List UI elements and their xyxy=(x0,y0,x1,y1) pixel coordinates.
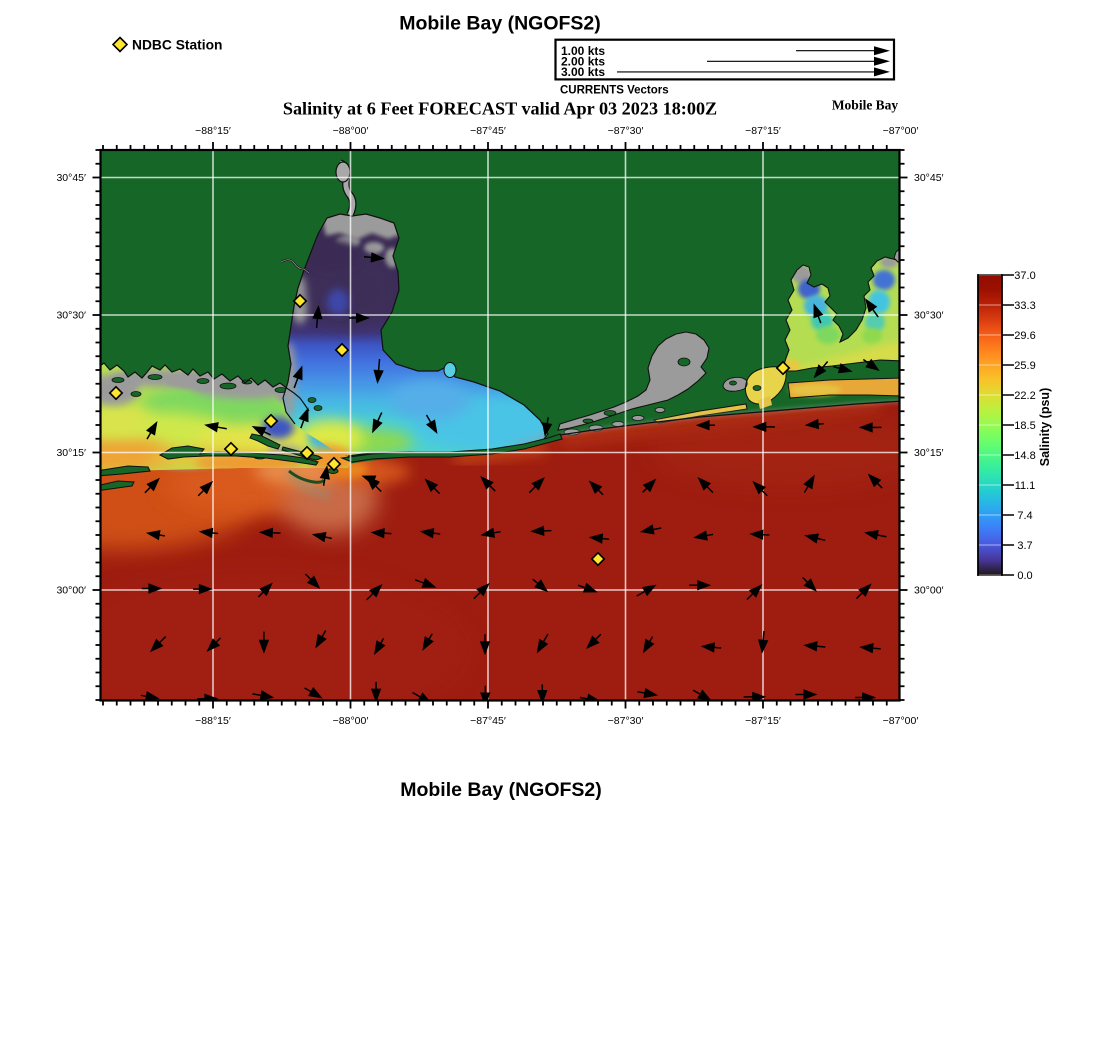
svg-text:Mobile Bay: Mobile Bay xyxy=(832,98,899,113)
svg-text:30°30′: 30°30′ xyxy=(914,310,944,322)
svg-text:CURRENTS Vectors: CURRENTS Vectors xyxy=(560,85,669,97)
svg-text:37.0: 37.0 xyxy=(1014,270,1035,282)
svg-text:−88°15′: −88°15′ xyxy=(195,715,231,727)
svg-text:Salinity (psu): Salinity (psu) xyxy=(1038,388,1052,466)
svg-text:11.1: 11.1 xyxy=(1015,480,1036,492)
svg-text:22.2: 22.2 xyxy=(1014,390,1035,402)
svg-text:3.00 kts: 3.00 kts xyxy=(561,65,605,79)
svg-text:30°15′: 30°15′ xyxy=(56,447,86,459)
svg-text:−87°15′: −87°15′ xyxy=(745,125,781,137)
svg-text:Mobile Bay (NGOFS2): Mobile Bay (NGOFS2) xyxy=(400,779,602,801)
svg-text:−87°15′: −87°15′ xyxy=(745,715,781,727)
svg-text:NDBC Station: NDBC Station xyxy=(132,38,222,53)
svg-text:−87°30′: −87°30′ xyxy=(608,715,644,727)
svg-text:−88°15′: −88°15′ xyxy=(195,125,231,137)
svg-text:25.9: 25.9 xyxy=(1014,360,1035,372)
svg-text:30°30′: 30°30′ xyxy=(56,310,86,322)
svg-text:−88°00′: −88°00′ xyxy=(333,125,369,137)
svg-text:30°00′: 30°00′ xyxy=(914,585,944,597)
svg-text:−87°00′: −87°00′ xyxy=(883,715,919,727)
svg-text:7.4: 7.4 xyxy=(1017,510,1032,522)
svg-text:−87°00′: −87°00′ xyxy=(883,125,919,137)
svg-text:30°45′: 30°45′ xyxy=(56,172,86,184)
svg-text:29.6: 29.6 xyxy=(1014,330,1035,342)
svg-text:33.3: 33.3 xyxy=(1014,300,1035,312)
svg-text:30°15′: 30°15′ xyxy=(914,447,944,459)
svg-text:−87°45′: −87°45′ xyxy=(470,715,506,727)
svg-text:−87°45′: −87°45′ xyxy=(470,125,506,137)
svg-text:−88°00′: −88°00′ xyxy=(333,715,369,727)
svg-text:14.8: 14.8 xyxy=(1014,450,1035,462)
svg-text:18.5: 18.5 xyxy=(1014,420,1035,432)
svg-text:3.7: 3.7 xyxy=(1017,540,1032,552)
svg-text:Mobile Bay (NGOFS2): Mobile Bay (NGOFS2) xyxy=(399,13,601,35)
svg-text:−87°30′: −87°30′ xyxy=(608,125,644,137)
svg-text:0.0: 0.0 xyxy=(1017,570,1032,582)
svg-text:30°45′: 30°45′ xyxy=(914,172,944,184)
svg-text:Salinity at 6 Feet FORECAST va: Salinity at 6 Feet FORECAST valid Apr 03… xyxy=(283,99,717,119)
svg-text:30°00′: 30°00′ xyxy=(56,585,86,597)
